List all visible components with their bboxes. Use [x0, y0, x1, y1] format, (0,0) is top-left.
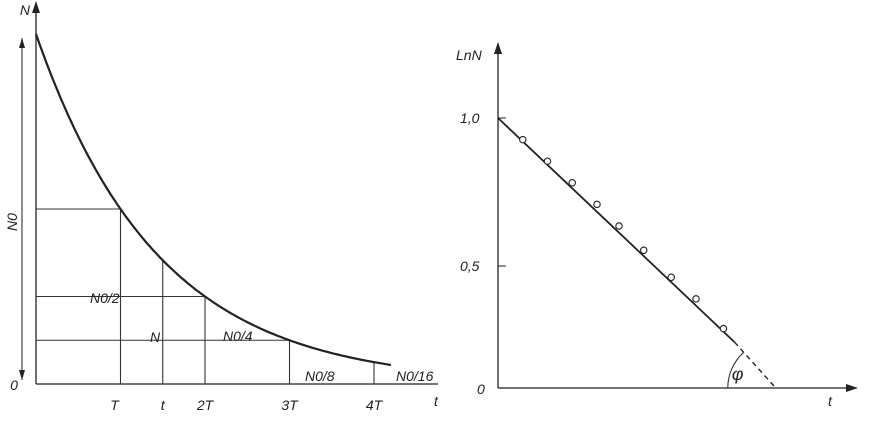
- right-x-arrowhead: [846, 384, 858, 392]
- left-y-label: N: [20, 2, 31, 18]
- annotation-half: N0/2: [90, 290, 120, 306]
- data-point: [692, 295, 700, 303]
- x-tick-4T: 4T: [366, 397, 384, 413]
- angle-arc: [727, 351, 745, 389]
- x-tick-t: t: [161, 397, 166, 413]
- left-y-arrowhead: [32, 1, 40, 13]
- right-x-label: t: [828, 393, 833, 409]
- n0-arrow-top: [19, 38, 25, 48]
- left-x-label: t: [434, 393, 439, 409]
- annotation-sixteenth: N0/16: [396, 368, 434, 384]
- annotation-n: N: [150, 329, 161, 345]
- extrapolation-line: [733, 341, 777, 389]
- right-y-arrowhead: [494, 42, 502, 54]
- n0-arrow-bottom: [19, 370, 25, 380]
- data-point: [568, 179, 576, 187]
- data-point: [667, 273, 675, 282]
- y-tick-0-5: 0,5: [460, 258, 480, 274]
- x-tick-3T: 3T: [281, 397, 299, 413]
- data-point: [639, 246, 648, 255]
- data-point: [543, 157, 552, 165]
- x-tick-2T: 2T: [196, 397, 215, 413]
- angle-phi-label: φ: [732, 364, 744, 384]
- decay-curve: [34, 33, 392, 367]
- x-tick-T: T: [110, 397, 120, 413]
- annotation-eighth: N0/8: [305, 368, 335, 384]
- decay-chart: N0 N 0 t T t 2T 3T 4T N0/2 N N0/4 N0/8 N…: [4, 1, 439, 413]
- data-point: [518, 135, 527, 144]
- annotation-quarter: N0/4: [223, 328, 253, 344]
- left-y-zero-label: 0: [10, 377, 18, 393]
- data-point: [593, 200, 601, 209]
- right-y-label: LnN: [456, 47, 483, 63]
- data-points: [518, 135, 728, 333]
- data-point: [615, 222, 623, 230]
- left-gridlines: [36, 208, 375, 384]
- right-origin-label: 0: [477, 381, 485, 397]
- data-point: [719, 324, 728, 333]
- n0-axis-label: N0: [4, 213, 20, 231]
- fit-line: [497, 117, 736, 343]
- log-chart: LnN 1,0 0,5 0 t φ: [456, 42, 858, 409]
- y-tick-1-0: 1,0: [460, 110, 480, 126]
